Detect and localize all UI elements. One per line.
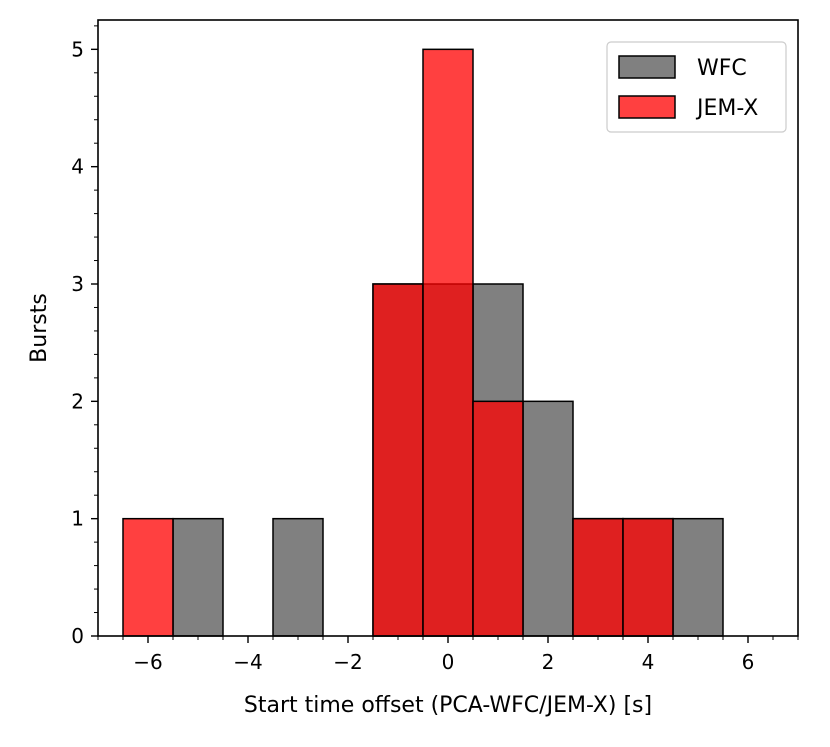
bar-wfc-8 [672, 517, 724, 637]
x-tick-label: −4 [233, 650, 262, 674]
x-tick-label: 6 [742, 650, 755, 674]
x-axis-label: Start time offset (PCA-WFC/JEM-X) [s] [244, 693, 652, 718]
bar-wfc-1 [272, 517, 324, 637]
y-tick-label: 1 [71, 507, 84, 531]
bars-layer [122, 48, 724, 637]
ticks-layer: −6 −4 −2 0 2 4 6 0 1 2 3 4 5 [71, 25, 799, 674]
bar-jem-x-2 [422, 48, 474, 637]
bar-wfc-5 [522, 400, 574, 637]
bar-jem-x-3 [472, 400, 524, 637]
y-tick-label: 5 [71, 37, 84, 61]
y-tick-label: 4 [71, 155, 84, 179]
y-tick-label: 2 [71, 389, 84, 413]
bar-wfc-0 [172, 517, 224, 637]
y-axis-label: Bursts [27, 293, 52, 363]
x-tick-label: 2 [542, 650, 555, 674]
x-tick-label: 4 [642, 650, 655, 674]
bar-jem-x-5 [622, 517, 674, 637]
legend-swatch-wfc [618, 55, 676, 79]
plot-frame [97, 19, 799, 637]
bar-jem-x-1 [372, 283, 424, 637]
y-tick-label: 3 [71, 272, 84, 296]
legend-swatch-jem-x [618, 95, 676, 119]
x-tick-label: −2 [333, 650, 362, 674]
bar-jem-x-4 [572, 517, 624, 637]
y-tick-label: 0 [71, 624, 84, 648]
bar-jem-x-0 [122, 517, 174, 637]
legend-label-wfc: WFC [697, 56, 747, 81]
legend-label-jem-x: JEM-X [695, 96, 758, 121]
x-tick-label: 0 [442, 650, 455, 674]
x-tick-label: −6 [133, 650, 162, 674]
legend: WFC JEM-X [606, 41, 787, 133]
